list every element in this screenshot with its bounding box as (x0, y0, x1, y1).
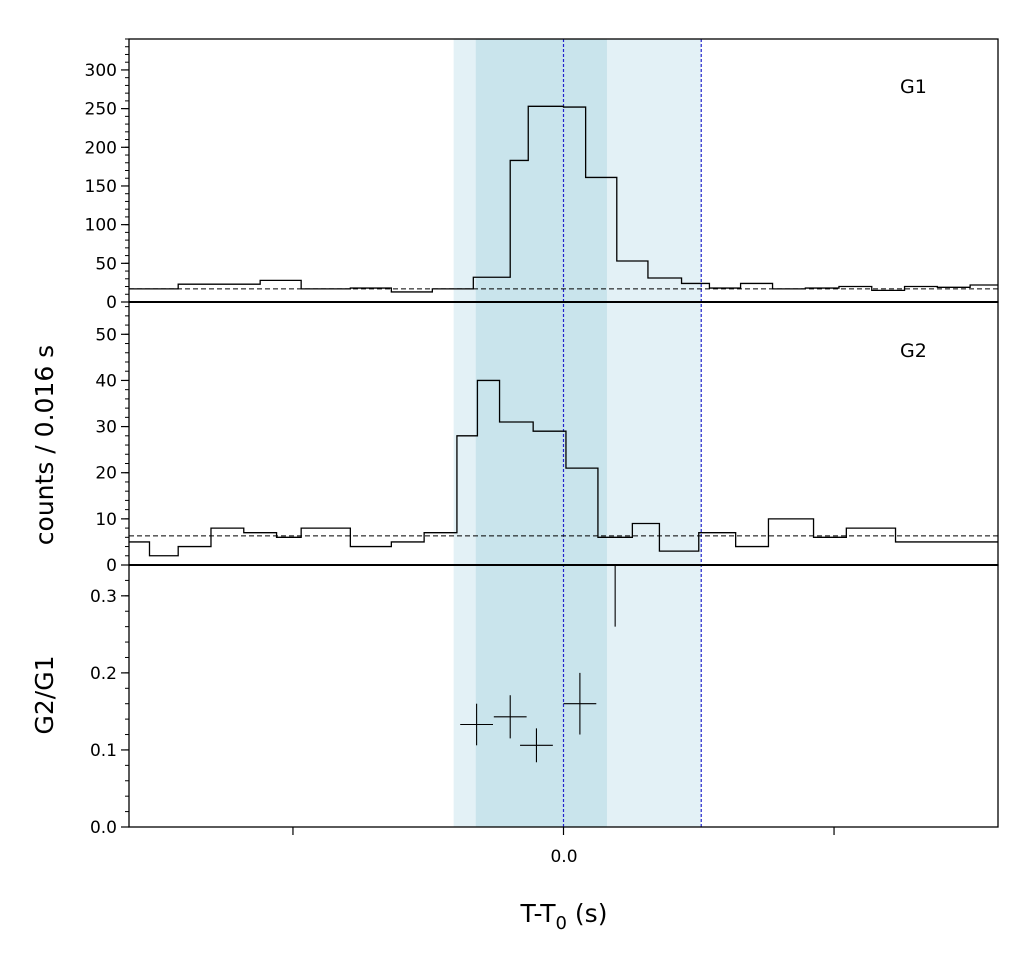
top-y-tick-label-1: 50 (95, 254, 117, 274)
top-light-curve (129, 105, 998, 293)
x-axis-title-subscript: 0 (556, 913, 567, 934)
ratio-point (493, 695, 527, 739)
middle-light-curve (129, 379, 998, 557)
bottom-y-tick-label-0: 0.0 (90, 818, 117, 838)
top-y-tick-label-3: 150 (85, 177, 117, 197)
middle-y-tick-label-4: 40 (95, 371, 117, 391)
middle-y-tick-label-5: 50 (95, 325, 117, 345)
middle-y-tick-label-1: 10 (95, 510, 117, 530)
x-axis-title: T-T0 (s) (520, 899, 608, 934)
bottom-y-tick-label-1: 0.1 (90, 741, 117, 761)
top-y-tick-label-2: 100 (85, 216, 117, 236)
bottom-y-tick-label-2: 0.2 (90, 664, 117, 684)
top-y-tick-label-5: 250 (85, 100, 117, 120)
middle-y-tick-label-2: 20 (95, 464, 117, 484)
y-axis-title-ratio: G2/G1 (30, 656, 59, 735)
top-y-tick-label-0: 0 (106, 293, 117, 313)
ratio-point (563, 672, 597, 735)
top-y-tick-label-4: 200 (85, 138, 117, 158)
highlight-bands (453, 39, 702, 827)
inner-interval-band (475, 39, 607, 827)
panel-label-g2: G2 (900, 340, 927, 362)
top-y-tick-label-6: 300 (85, 61, 117, 81)
middle-y-tick-label-3: 30 (95, 418, 117, 438)
ratio-point (520, 728, 553, 763)
x-axis-title-unit: (s) (567, 899, 607, 928)
middle-y-tick-label-0: 0 (106, 556, 117, 576)
bottom-y-tick-label-3: 0.3 (90, 587, 117, 607)
x-axis-title-main: T-T (520, 899, 557, 928)
chart-panels: 0 50 100 150 200 250 300 0 10 20 30 40 50 0.0 0.1 0.2 0.… (85, 38, 999, 838)
y-axis-title-counts: counts / 0.016 s (30, 345, 59, 545)
x-tick-label-zero: 0.0 (550, 847, 577, 867)
panel-label-g1: G1 (900, 76, 927, 98)
ratio-point (460, 703, 493, 746)
